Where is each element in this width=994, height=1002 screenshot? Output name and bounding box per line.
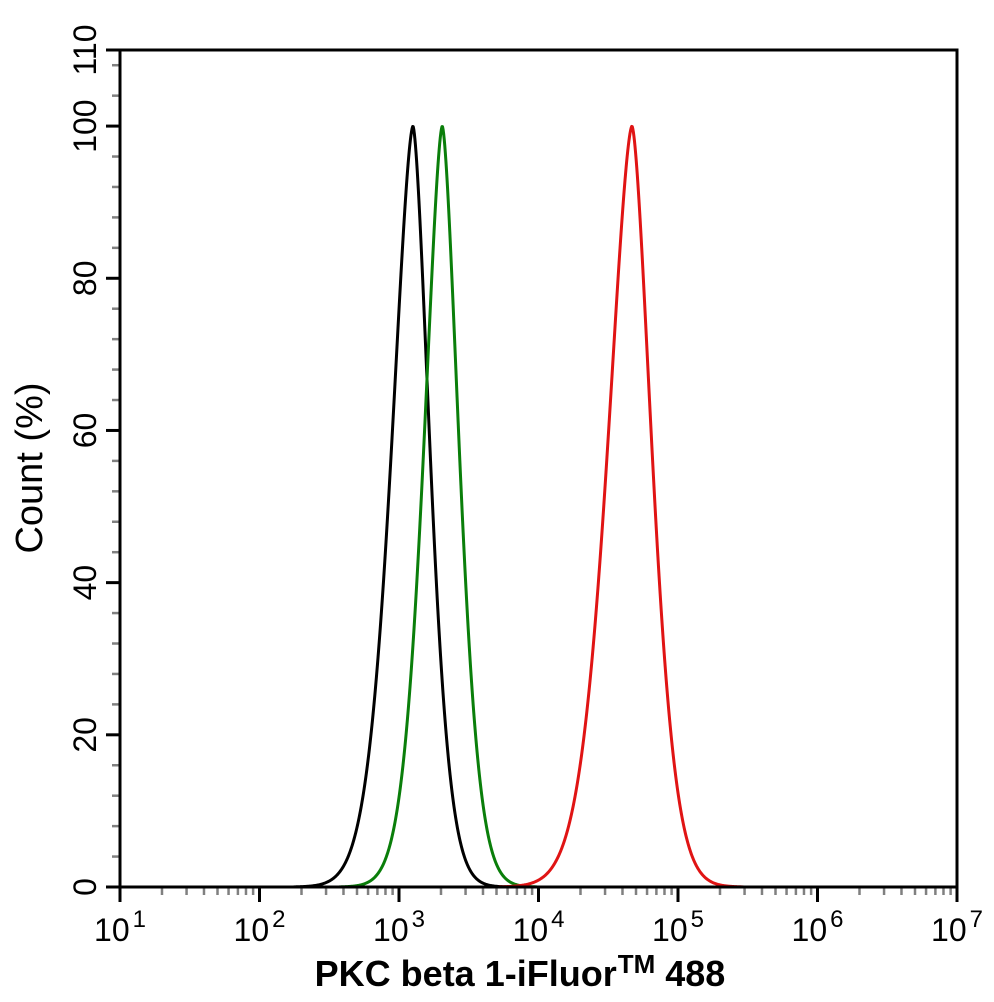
curves-layer [290, 124, 745, 889]
y-tick-label: 0 [67, 878, 103, 896]
x-tick-label-exponent: 4 [551, 906, 564, 933]
x-tick-label-base: 10 [94, 912, 130, 948]
x-tick-label: 10 1 [94, 906, 146, 948]
x-tick-label-exponent: 1 [133, 906, 146, 933]
y-axis-title: Count (%) [9, 382, 51, 553]
x-tick-label: 10 3 [373, 906, 425, 948]
x-tick-label-base: 10 [373, 912, 409, 948]
x-tick-label-base: 10 [513, 912, 549, 948]
x-axis-title-main: PKC beta 1-iFluor [315, 953, 617, 994]
y-tick-label: 110 [67, 24, 103, 75]
y-tick-label: 80 [67, 260, 103, 296]
x-tick-label-exponent: 7 [970, 906, 983, 933]
y-tick-label: 20 [67, 717, 103, 753]
x-tick-label: 10 4 [513, 906, 565, 948]
x-tick-label: 10 6 [792, 906, 844, 948]
ticks-layer [106, 48, 959, 902]
y-tick-label: 60 [67, 413, 103, 449]
x-tick-label: 10 2 [234, 906, 286, 948]
x-tick-label-exponent: 2 [272, 906, 285, 933]
y-tick-label: 40 [67, 565, 103, 601]
x-axis-title-superscript-tm: TM [618, 949, 656, 979]
x-tick-label-base: 10 [792, 912, 828, 948]
x-tick-label-exponent: 3 [412, 906, 425, 933]
x-axis-title: PKC beta 1-iFluorTM 488 [315, 949, 726, 994]
x-tick-label: 10 5 [652, 906, 704, 948]
x-tick-label-base: 10 [931, 912, 967, 948]
black-curve [290, 124, 512, 889]
plot-border [118, 48, 959, 889]
x-tick-label-base: 10 [234, 912, 270, 948]
x-tick-label-base: 10 [652, 912, 688, 948]
x-tick-label-exponent: 5 [691, 906, 704, 933]
x-axis-title-end: 488 [655, 953, 725, 994]
green-curve [335, 125, 541, 889]
x-tick-label: 10 7 [931, 906, 983, 948]
x-tick-label-exponent: 6 [830, 906, 843, 933]
y-tick-label: 100 [67, 99, 103, 152]
red-curve [497, 124, 745, 889]
